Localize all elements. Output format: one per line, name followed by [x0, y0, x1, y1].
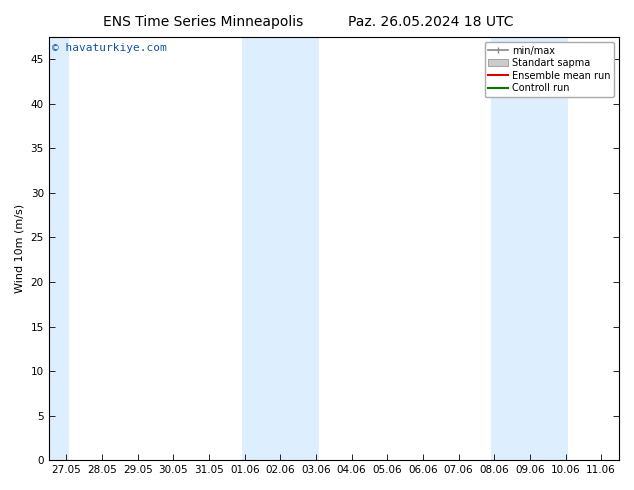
Bar	[242, 37, 319, 460]
Text: Paz. 26.05.2024 18 UTC: Paz. 26.05.2024 18 UTC	[348, 15, 514, 29]
Text: ENS Time Series Minneapolis: ENS Time Series Minneapolis	[103, 15, 303, 29]
Legend: min/max, Standart sapma, Ensemble mean run, Controll run: min/max, Standart sapma, Ensemble mean r…	[484, 42, 614, 97]
Bar	[491, 37, 569, 460]
Text: © havaturkiye.com: © havaturkiye.com	[51, 44, 166, 53]
Y-axis label: Wind 10m (m/s): Wind 10m (m/s)	[15, 204, 25, 293]
Bar	[49, 37, 69, 460]
